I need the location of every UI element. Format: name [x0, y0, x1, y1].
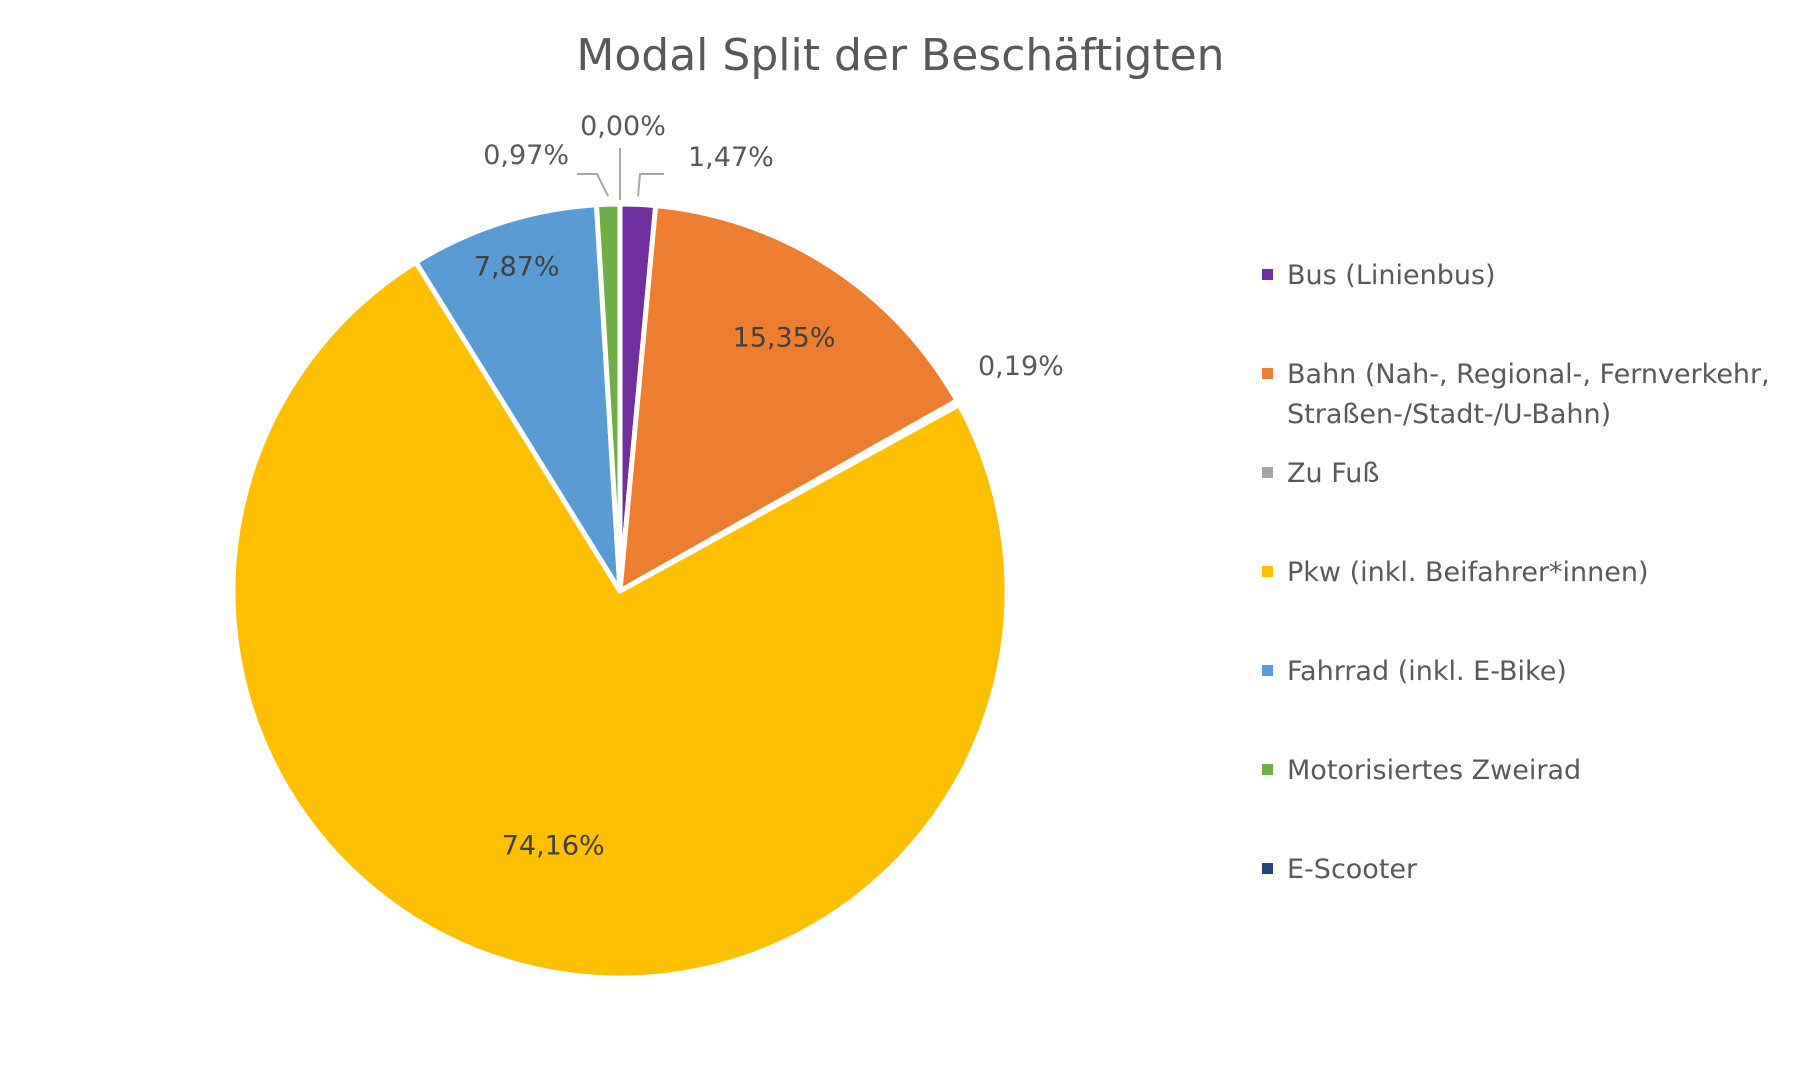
- legend-label: Motorisiertes Zweirad: [1287, 755, 1582, 786]
- legend-swatch: [1262, 863, 1273, 874]
- leader-line-motorisiertes: [577, 173, 609, 197]
- data-label-bus: 1,47%: [688, 142, 774, 173]
- legend-swatch: [1262, 764, 1273, 775]
- legend-item-e-scooter: E-Scooter: [1262, 850, 1782, 890]
- legend-label: Fahrrad (inkl. E-Bike): [1287, 656, 1567, 687]
- data-label-motorisiertes: 0,97%: [483, 140, 569, 171]
- legend-item-motorisiertes-zweirad: Motorisiertes Zweirad: [1262, 751, 1782, 791]
- data-label-zu: 0,19%: [978, 351, 1064, 382]
- pie-slice-motorisiertes: [593, 201, 623, 594]
- legend-swatch: [1262, 665, 1273, 676]
- legend-swatch: [1262, 368, 1273, 379]
- legend-item-bus: Bus (Linienbus): [1262, 256, 1782, 296]
- leader-line-bus: [637, 173, 664, 197]
- legend-swatch: [1262, 467, 1273, 478]
- chart-title: Modal Split der Beschäftigten: [576, 30, 1225, 81]
- data-label-fahrrad: 7,87%: [474, 251, 560, 282]
- legend-item-fahrrad: Fahrrad (inkl. E-Bike): [1262, 652, 1782, 692]
- legend-label: Zu Fuß: [1287, 458, 1380, 489]
- legend-label: Pkw (inkl. Beifahrer*innen): [1287, 557, 1649, 588]
- legend-item-pkw: Pkw (inkl. Beifahrer*innen): [1262, 553, 1782, 593]
- legend-swatch: [1262, 566, 1273, 577]
- legend-item-bahn: Bahn (Nah-, Regional-, Fernverkehr, Stra…: [1262, 355, 1782, 435]
- pie-slice-pkw: [230, 259, 1010, 981]
- legend-item-zu-fuss: Zu Fuß: [1262, 454, 1782, 494]
- data-label-bahn: 15,35%: [733, 323, 836, 354]
- pie-slice-fahrrad: [413, 202, 623, 594]
- legend-label: Bus (Linienbus): [1287, 260, 1496, 291]
- data-label-e-scooter: 0,00%: [580, 111, 666, 142]
- data-label-pkw: 74,16%: [502, 831, 605, 862]
- pie-slice-bahn: [617, 203, 960, 594]
- legend-label: Bahn (Nah-, Regional-, Fernverkehr, Stra…: [1287, 359, 1770, 430]
- legend-label: E-Scooter: [1287, 854, 1418, 885]
- legend-swatch: [1262, 269, 1273, 280]
